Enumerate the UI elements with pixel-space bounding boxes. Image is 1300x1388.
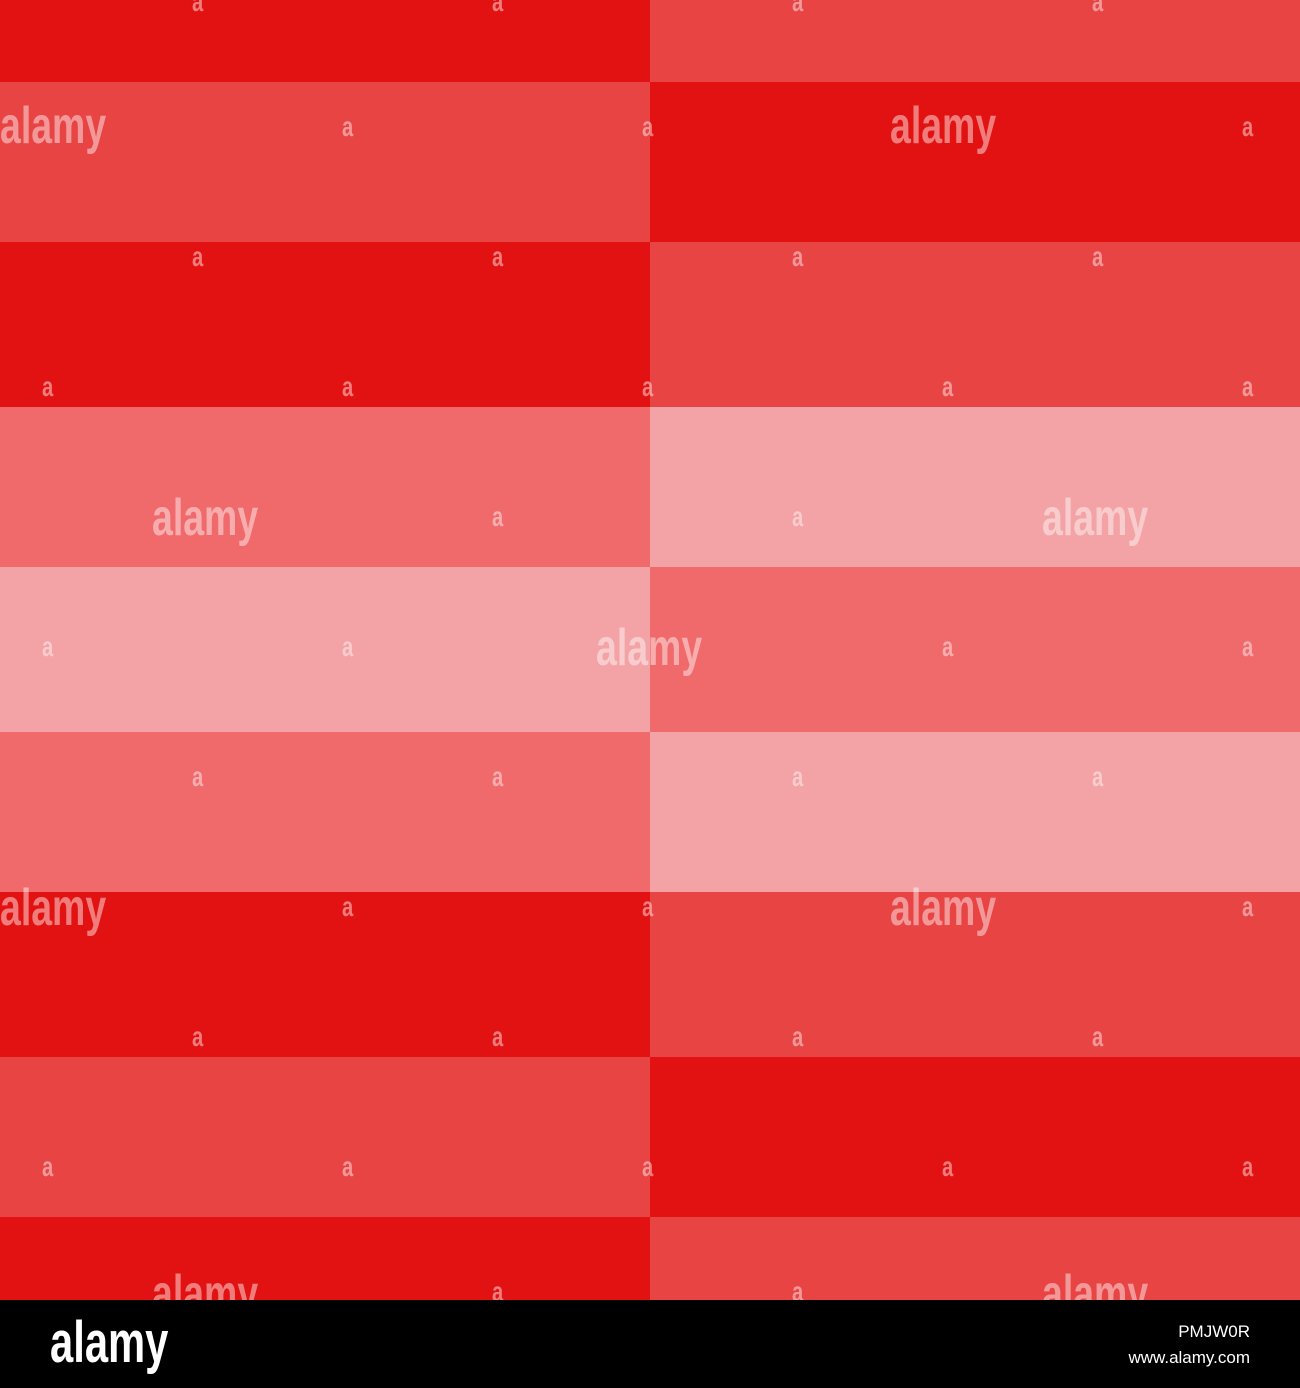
stripe-cell [650,732,1300,892]
stripe-cell [650,1057,1300,1217]
stripe-cell [0,82,650,242]
striped-pattern: alamy alamy alamy alamy alamy alamy alam… [0,0,1300,1300]
footer-bar: alamy PMJW0R www.alamy.com [0,1300,1300,1388]
stripe-cell [650,242,1300,407]
stripe-cell [650,82,1300,242]
stripe-cell [650,1217,1300,1300]
stripe-cell [650,892,1300,1057]
stripe-cell [650,407,1300,567]
image-id: PMJW0R [1178,1322,1250,1341]
stripe-cell [0,732,650,892]
stripe-cell [650,567,1300,732]
site-url: www.alamy.com [1128,1348,1250,1367]
stripe-cell [0,567,650,732]
stripe-cell [0,1057,650,1217]
alamy-logo: alamy [50,1310,169,1375]
stripe-cell [0,242,650,407]
stripe-cell [0,407,650,567]
stripe-cell [0,1217,650,1300]
stripe-cell [0,892,650,1057]
stripe-cell [0,0,650,82]
stripe-cell [650,0,1300,82]
